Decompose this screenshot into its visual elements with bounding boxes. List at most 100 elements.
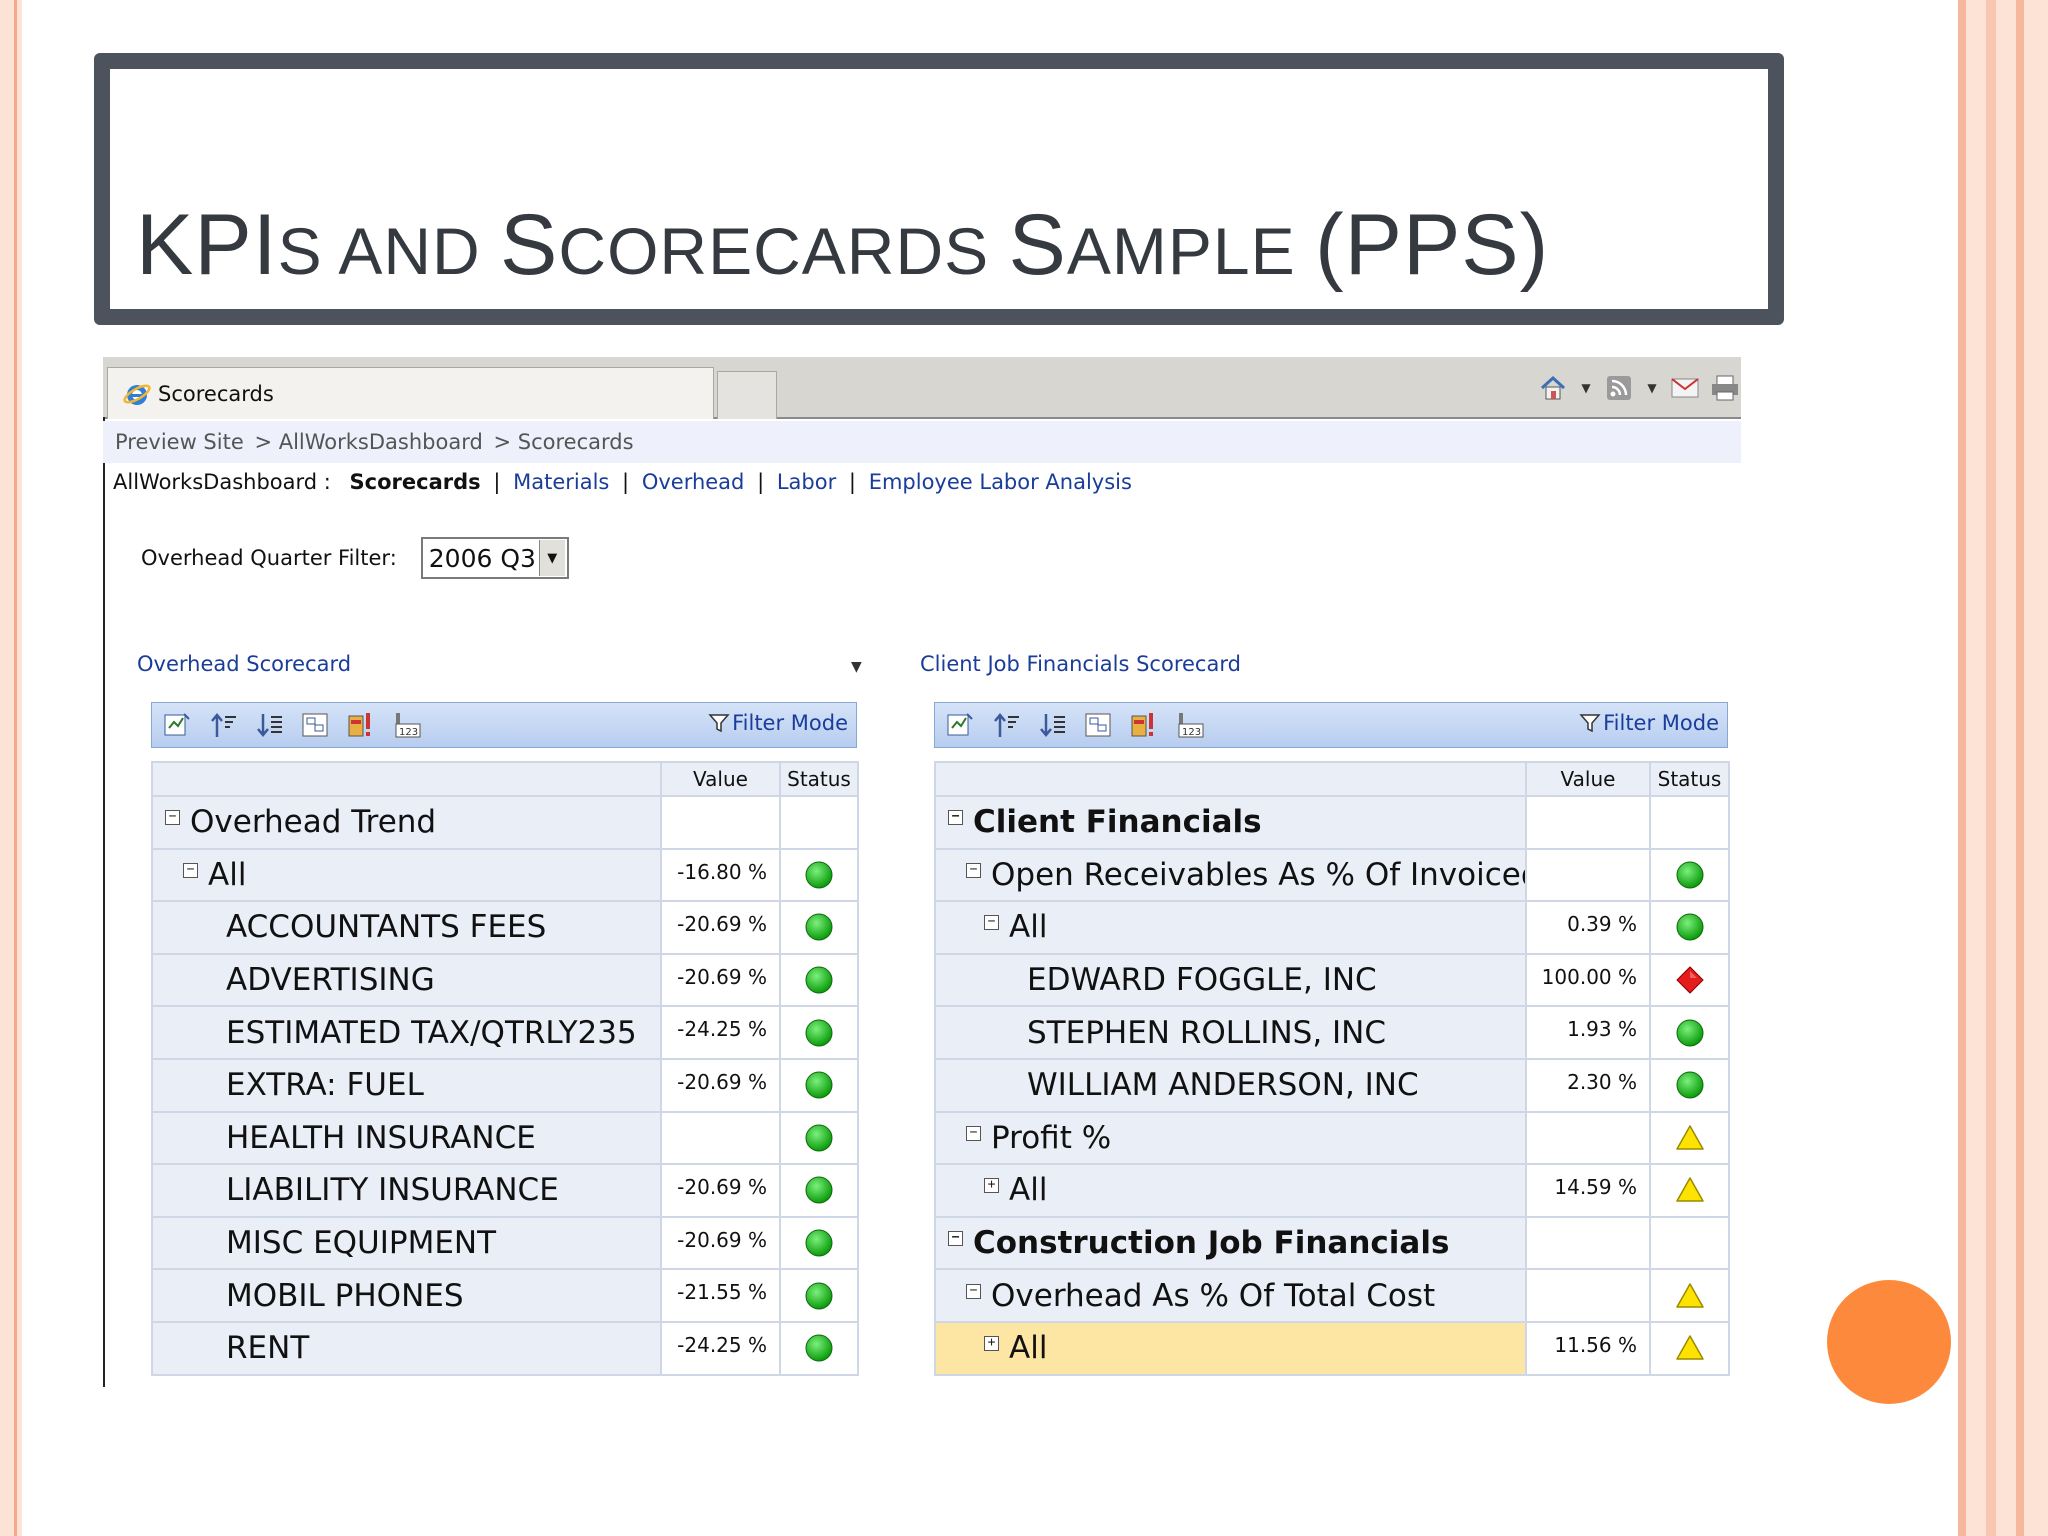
- table-row[interactable]: MISC EQUIPMENT -20.69 %: [151, 1215, 859, 1271]
- chevron-down-icon[interactable]: ▼: [538, 540, 565, 576]
- table-row[interactable]: EDWARD FOGGLE, INC 100.00 %: [934, 952, 1730, 1008]
- dashboard-nav: AllWorksDashboard : Scorecards | Materia…: [113, 470, 1132, 494]
- nav-link-materials[interactable]: Materials: [513, 470, 610, 494]
- table-row[interactable]: MOBIL PHONES -21.55 %: [151, 1268, 859, 1323]
- table-row[interactable]: EXTRA: FUEL -20.69 %: [151, 1057, 859, 1113]
- indicator-alert-icon[interactable]: [346, 710, 376, 740]
- scorecard-refresh-icon[interactable]: [945, 710, 975, 740]
- collapse-icon[interactable]: −: [183, 862, 198, 878]
- table-row[interactable]: − All -16.80 %: [151, 847, 859, 903]
- overhead-menu-caret-icon[interactable]: ▼: [851, 659, 862, 675]
- header-status[interactable]: Status: [1649, 761, 1730, 797]
- row-name: EXTRA: FUEL: [226, 1067, 424, 1104]
- collapse-icon[interactable]: −: [966, 1283, 981, 1299]
- row-status: [1649, 1215, 1730, 1271]
- svg-text:123: 123: [399, 727, 418, 738]
- row-value: 1.93 %: [1525, 1005, 1651, 1060]
- row-name: Overhead As % Of Total Cost: [991, 1277, 1436, 1314]
- rss-feed-icon[interactable]: [1603, 372, 1635, 404]
- nav-link-labor[interactable]: Labor: [776, 470, 837, 494]
- row-status: [1649, 1163, 1730, 1218]
- nav-link-overhead[interactable]: Overhead: [641, 470, 745, 494]
- table-row[interactable]: LIABILITY INSURANCE -20.69 %: [151, 1163, 859, 1218]
- table-row[interactable]: − Overhead As % Of Total Cost: [934, 1268, 1730, 1323]
- row-value: 11.56 %: [1525, 1320, 1651, 1376]
- client-scorecard-title[interactable]: Client Job Financials Scorecard: [920, 652, 1241, 676]
- collapse-icon[interactable]: −: [948, 1231, 963, 1247]
- collapse-icon[interactable]: −: [966, 862, 981, 878]
- expand-icon[interactable]: +: [984, 1336, 999, 1352]
- header-value[interactable]: Value: [660, 761, 781, 797]
- row-status: [779, 1215, 859, 1271]
- overhead-scorecard-table: Value Status − Overhead Trend − All -16.80 % AC…: [151, 761, 859, 1376]
- mail-icon[interactable]: [1669, 372, 1701, 404]
- table-row[interactable]: + All 11.56 %: [934, 1320, 1730, 1376]
- table-row[interactable]: − Profit %: [934, 1110, 1730, 1166]
- table-row[interactable]: − All 0.39 %: [934, 900, 1730, 955]
- expand-icon[interactable]: +: [984, 1178, 999, 1194]
- filter-mode-button[interactable]: Filter Mode: [1579, 711, 1719, 735]
- breadcrumb-scorecards[interactable]: > Scorecards: [493, 430, 634, 454]
- collapse-icon[interactable]: −: [948, 810, 963, 826]
- table-row[interactable]: ACCOUNTANTS FEES -20.69 %: [151, 900, 859, 955]
- collapse-icon[interactable]: −: [165, 810, 180, 826]
- status-indicator-green-icon: [1676, 1019, 1703, 1047]
- home-dropdown-icon[interactable]: ▼: [1581, 381, 1591, 395]
- home-icon[interactable]: [1537, 372, 1569, 404]
- collapse-icon[interactable]: −: [966, 1125, 981, 1141]
- new-tab-button[interactable]: [717, 371, 777, 419]
- browser-screenshot: Scorecards ▼ ▼ Pr: [103, 357, 1741, 1387]
- sort-descending-icon[interactable]: [254, 710, 284, 740]
- table-row[interactable]: ADVERTISING -20.69 %: [151, 952, 859, 1008]
- breadcrumb-dashboard[interactable]: > AllWorksDashboard: [254, 430, 483, 454]
- title-frame: KPIS AND SCORECARDS SAMPLE (PPS): [94, 53, 1784, 325]
- table-row[interactable]: − Client Financials: [934, 795, 1730, 850]
- status-indicator-green-icon: [805, 1071, 833, 1099]
- row-name: All: [1009, 1330, 1048, 1367]
- row-name: Client Financials: [973, 804, 1262, 841]
- table-row[interactable]: STEPHEN ROLLINS, INC 1.93 %: [934, 1005, 1730, 1060]
- row-name: Open Receivables As % Of Invoiced: [991, 856, 1526, 893]
- rss-dropdown-icon[interactable]: ▼: [1647, 381, 1657, 395]
- browser-tab-scorecards[interactable]: Scorecards: [107, 367, 714, 419]
- title-part: S: [500, 197, 559, 293]
- row-status: [779, 1005, 859, 1060]
- table-row[interactable]: ESTIMATED TAX/QTRLY235 -24.25 %: [151, 1005, 859, 1060]
- table-row[interactable]: + All 14.59 %: [934, 1163, 1730, 1218]
- quarter-filter-select[interactable]: 2006 Q3 ▼: [420, 537, 569, 579]
- indicator-alert-icon[interactable]: [1129, 710, 1159, 740]
- status-indicator-yellow-icon: [1675, 1125, 1704, 1150]
- overhead-scorecard-title[interactable]: Overhead Scorecard: [137, 652, 352, 676]
- row-status: [779, 1268, 859, 1323]
- row-status: [1649, 795, 1730, 850]
- table-row[interactable]: WILLIAM ANDERSON, INC 2.30 %: [934, 1057, 1730, 1113]
- number-format-icon[interactable]: 123: [392, 710, 422, 740]
- sort-ascending-icon[interactable]: [208, 710, 238, 740]
- row-status: [779, 1057, 859, 1113]
- header-value[interactable]: Value: [1525, 761, 1651, 797]
- nav-link-employee-labor-analysis[interactable]: Employee Labor Analysis: [868, 470, 1132, 494]
- sort-descending-icon[interactable]: [1037, 710, 1067, 740]
- table-row[interactable]: RENT -24.25 %: [151, 1320, 859, 1376]
- header-status[interactable]: Status: [779, 761, 859, 797]
- number-format-icon[interactable]: 123: [1175, 710, 1205, 740]
- client-scorecard-table: Value Status − Client Financials − Open Recei…: [934, 761, 1730, 1376]
- sort-ascending-icon[interactable]: [991, 710, 1021, 740]
- row-name: LIABILITY INSURANCE: [226, 1172, 559, 1209]
- scorecard-refresh-icon[interactable]: [162, 710, 192, 740]
- table-row[interactable]: − Overhead Trend: [151, 795, 859, 850]
- row-value: -20.69 %: [660, 1057, 781, 1113]
- filter-mode-button[interactable]: Filter Mode: [708, 711, 848, 735]
- row-status: [779, 1163, 859, 1218]
- print-icon[interactable]: [1709, 372, 1741, 404]
- expand-collapse-icon[interactable]: [300, 710, 330, 740]
- right-border-stripes: [1958, 0, 2048, 1536]
- table-row[interactable]: HEALTH INSURANCE: [151, 1110, 859, 1166]
- collapse-icon[interactable]: −: [984, 915, 999, 931]
- expand-collapse-icon[interactable]: [1083, 710, 1113, 740]
- page-left-edge: [103, 417, 105, 1387]
- breadcrumb-preview-site[interactable]: Preview Site: [115, 430, 244, 454]
- table-row[interactable]: − Construction Job Financials: [934, 1215, 1730, 1271]
- row-status: [1649, 900, 1730, 955]
- table-row[interactable]: − Open Receivables As % Of Invoiced: [934, 847, 1730, 903]
